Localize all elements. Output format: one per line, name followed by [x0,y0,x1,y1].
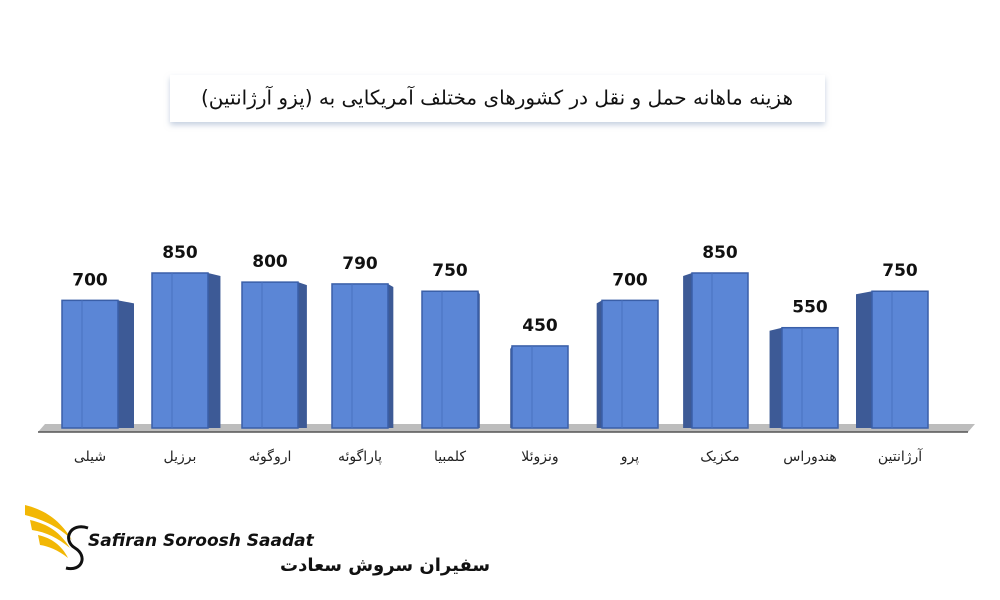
value-label: 790 [342,254,378,274]
value-label: 750 [882,261,918,281]
bar [601,299,659,429]
logo-s [65,525,89,571]
value-label: 700 [72,270,108,290]
bar [331,283,389,429]
x-tick-label: مکزیک [700,449,739,465]
bar-side [856,291,872,428]
logo-wing [38,535,68,558]
bar [151,272,209,429]
x-tick-label: پاراگوئه [338,448,382,465]
chart-title: هزینه ماهانه حمل و نقل در کشورهای مختلف … [201,85,793,111]
logo-wing [25,505,72,540]
value-label: 850 [702,243,738,263]
bar-side [298,282,307,428]
bar [691,272,749,429]
x-tick-label: شیلی [74,449,106,465]
title-box [170,75,825,122]
logo-latin: Safiran Soroosh Saadat [88,531,315,551]
x-tick-label: ونزوئلا [521,449,558,465]
value-label: 800 [252,252,288,272]
x-tick-label: برزیل [164,449,197,465]
x-tick-label: اروگوئه [249,448,292,465]
bar-side [118,300,134,428]
logo-persian: سفیران سروش سعادت [280,555,490,576]
bar [511,345,569,429]
bar-side [208,273,221,428]
bar [421,290,479,429]
logo-wing [30,520,70,548]
bar-side [683,273,692,428]
value-label: 750 [432,261,468,281]
bars: شیلی 700 برزیل 850 اروگوئه 800 پاراگوئه 790 کلمب… [61,243,929,465]
bar-side [388,283,394,428]
x-tick-label: پرو [620,449,639,465]
bar [871,290,929,429]
x-tick-label: هندوراس [783,449,836,465]
value-label: 450 [522,316,558,336]
value-label: 850 [162,243,198,263]
value-label: 700 [612,270,648,290]
bar [241,281,299,429]
x-tick-label: آرژانتین [878,448,923,465]
bar [781,326,839,429]
logo: Safiran Soroosh Saadat سفیران سروش سعادت [25,505,490,576]
x-tick-label: کلمبیا [434,449,466,465]
value-label: 550 [792,298,828,318]
bar [61,299,119,429]
bar-side [769,327,782,428]
bar-side [596,300,602,428]
